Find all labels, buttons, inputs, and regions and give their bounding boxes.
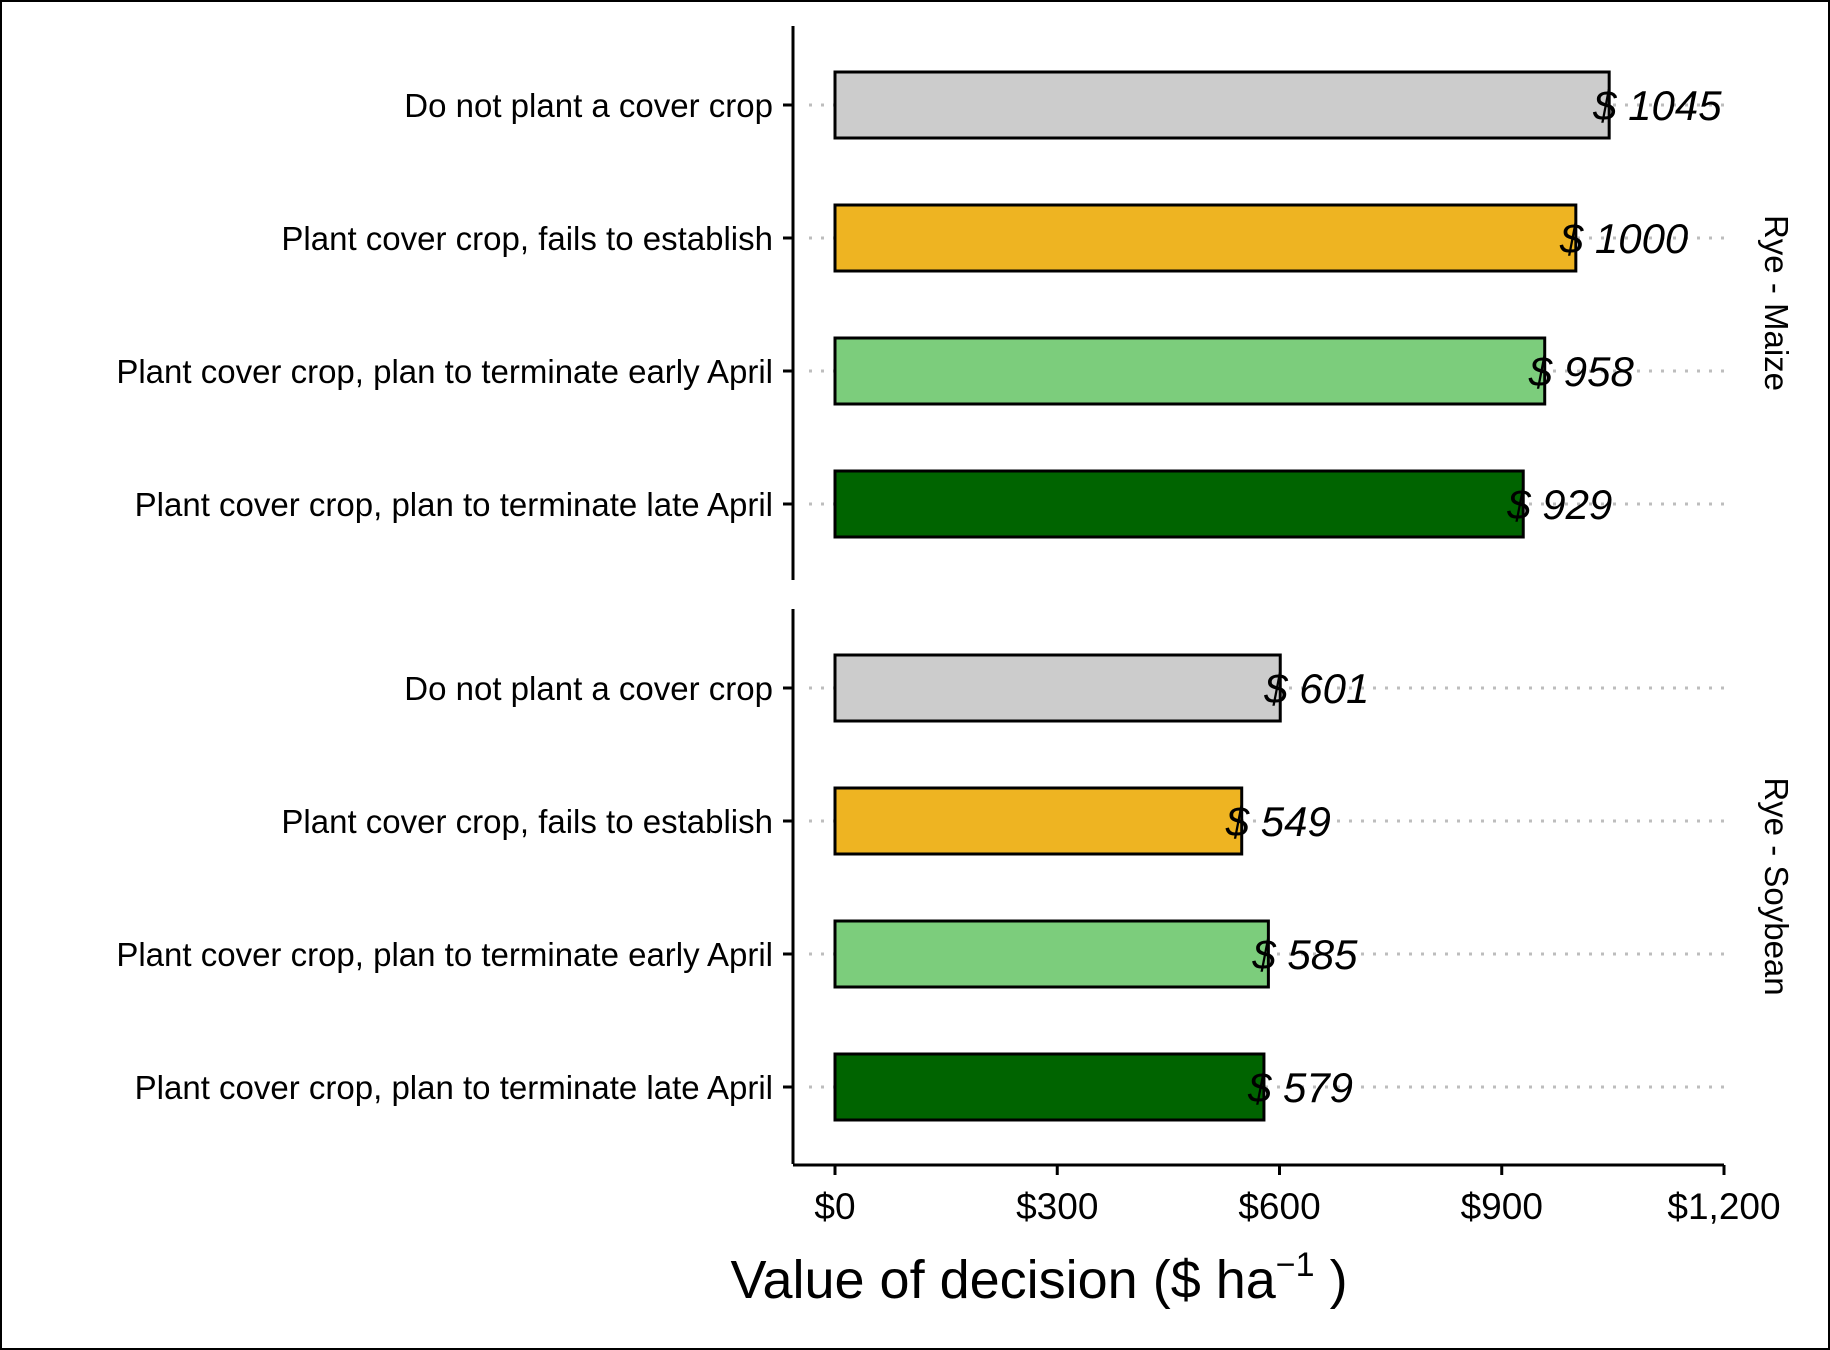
data-label: $ 601 bbox=[1263, 665, 1369, 712]
x-axis-title: Value of decision ($ ha−1 ) bbox=[730, 1246, 1347, 1310]
data-label: $ 958 bbox=[1528, 348, 1635, 395]
category-label: Plant cover crop, fails to establish bbox=[281, 803, 773, 840]
category-label: Plant cover crop, plan to terminate earl… bbox=[116, 936, 773, 973]
x-tick-label: $900 bbox=[1461, 1186, 1543, 1227]
bar bbox=[833, 336, 1547, 406]
x-axis: $0 $300 $600 $900 $1,200 bbox=[793, 1163, 1781, 1227]
bar bbox=[833, 919, 1270, 989]
data-label: $ 549 bbox=[1225, 798, 1331, 845]
data-label: $ 1000 bbox=[1559, 215, 1689, 262]
data-label: $ 579 bbox=[1247, 1064, 1353, 1111]
facet-strip-label: Rye - Soybean bbox=[1758, 777, 1795, 995]
data-label: $ 1045 bbox=[1592, 82, 1722, 129]
bar bbox=[833, 786, 1244, 856]
bar bbox=[833, 203, 1578, 273]
facet-panel: Do not plant a cover crop $ 1045 Plant cov… bbox=[116, 26, 1795, 580]
x-axis-title-close: ) bbox=[1315, 1250, 1348, 1310]
bar bbox=[833, 1052, 1266, 1122]
x-tick-label: $300 bbox=[1016, 1186, 1098, 1227]
facet-strip-label: Rye - Maize bbox=[1758, 215, 1795, 391]
category-label: Plant cover crop, plan to terminate late… bbox=[135, 486, 773, 523]
x-tick-label: $600 bbox=[1238, 1186, 1320, 1227]
facet-panel: Do not plant a cover crop $ 601 Plant cove… bbox=[116, 609, 1795, 1164]
x-tick-label: $0 bbox=[814, 1186, 855, 1227]
bar bbox=[833, 469, 1525, 539]
category-label: Do not plant a cover crop bbox=[404, 87, 773, 124]
x-axis-title-main: Value of decision ($ ha bbox=[730, 1250, 1276, 1310]
category-label: Plant cover crop, plan to terminate late… bbox=[135, 1069, 773, 1106]
data-label: $ 585 bbox=[1251, 931, 1358, 978]
x-axis-title-superscript: −1 bbox=[1276, 1246, 1315, 1284]
category-label: Plant cover crop, plan to terminate earl… bbox=[116, 353, 773, 390]
bar bbox=[833, 70, 1611, 140]
category-label: Plant cover crop, fails to establish bbox=[281, 220, 773, 257]
x-tick-label: $1,200 bbox=[1667, 1186, 1780, 1227]
bar bbox=[833, 653, 1282, 723]
category-label: Do not plant a cover crop bbox=[404, 670, 773, 707]
data-label: $ 929 bbox=[1506, 481, 1612, 528]
